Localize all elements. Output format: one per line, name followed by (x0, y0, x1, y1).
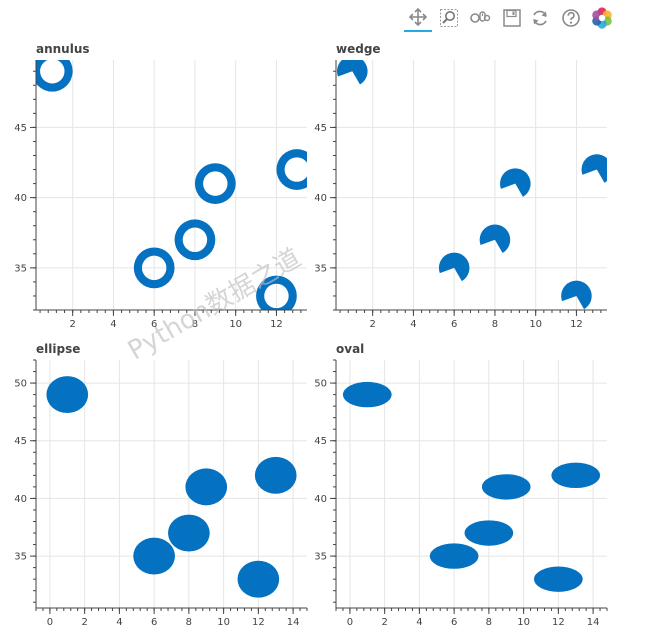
x-tick-label: 6 (451, 617, 457, 628)
subplot-annulus: annulus 2 4 6 8 10 12 35 40 45 (14, 42, 307, 330)
x-tick-label: 10 (517, 617, 530, 628)
x-tick-label: 0 (47, 617, 53, 628)
plot-title-ellipse: ellipse (36, 342, 80, 356)
box-zoom-tool[interactable] (435, 4, 463, 32)
oval-point (551, 462, 601, 489)
x-tick-label: 14 (287, 617, 300, 628)
ellipse-point (254, 456, 297, 494)
move-arrows-icon (408, 7, 428, 27)
x-tick-label: 6 (151, 617, 157, 628)
annulus-point (194, 163, 236, 204)
x-tick-label: 4 (110, 319, 116, 330)
annulus-point (256, 275, 297, 310)
y-tick-label: 50 (14, 379, 27, 390)
x-tick-label: 10 (529, 319, 542, 330)
y-tick-label: 35 (14, 263, 27, 274)
x-tick-label: 10 (229, 319, 242, 330)
y-tick-label: 45 (14, 436, 27, 447)
x-tick-label: 14 (587, 617, 600, 628)
oval-point (429, 543, 479, 569)
subplot-oval: oval 0 2 4 6 8 10 12 14 35 40 45 50 (314, 342, 608, 628)
ellipse-point (133, 537, 175, 575)
x-tick-label: 6 (151, 319, 157, 330)
y-tick-label: 40 (314, 193, 327, 204)
wedge-point (337, 60, 368, 85)
save-tool[interactable] (498, 4, 526, 32)
oval-point (342, 381, 392, 408)
oval-point (464, 520, 514, 546)
y-tick-label: 35 (314, 552, 327, 563)
x-tick-label: 8 (486, 617, 492, 628)
x-tick-label: 6 (451, 319, 457, 330)
x-tick-label: 2 (381, 617, 387, 628)
y-tick-label: 45 (314, 123, 327, 134)
ellipse-point (185, 468, 228, 506)
help-icon (562, 9, 580, 27)
x-tick-label: 2 (81, 617, 87, 628)
y-tick-label: 50 (314, 379, 327, 390)
wedge-point (438, 252, 470, 282)
y-tick-label: 40 (314, 494, 327, 505)
x-tick-label: 12 (552, 617, 565, 628)
wheel-zoom-icon (470, 11, 491, 23)
wedge-point (479, 224, 511, 254)
x-tick-label: 8 (186, 617, 192, 628)
x-tick-label: 12 (252, 617, 265, 628)
x-tick-label: 4 (116, 617, 122, 628)
x-tick-label: 12 (570, 319, 583, 330)
subplot-wedge: wedge 2 4 6 8 10 12 35 40 45 (314, 42, 607, 330)
box-zoom-icon (440, 9, 458, 27)
annulus-point (36, 60, 73, 92)
y-tick-label: 45 (14, 123, 27, 134)
glyphs-wedge (337, 60, 607, 310)
reset-icon (533, 10, 547, 26)
annulus-point (133, 247, 175, 289)
ellipse-point (46, 376, 89, 414)
x-tick-label: 12 (270, 319, 283, 330)
plot-title-wedge: wedge (336, 42, 381, 56)
ellipse-point (168, 514, 210, 552)
y-tick-label: 40 (14, 494, 27, 505)
wheel-zoom-tool[interactable] (466, 4, 494, 32)
x-tick-label: 8 (192, 319, 198, 330)
bokeh-logo-icon (592, 7, 612, 29)
plot-title-oval: oval (336, 342, 364, 356)
annulus-point (276, 149, 307, 190)
x-tick-label: 10 (217, 617, 230, 628)
reset-tool[interactable] (526, 4, 554, 32)
x-tick-label: 4 (416, 617, 422, 628)
plot-title-annulus: annulus (36, 42, 90, 56)
x-tick-label: 8 (492, 319, 498, 330)
y-tick-label: 35 (14, 552, 27, 563)
glyphs-annulus (36, 60, 307, 310)
ellipse-point (237, 560, 280, 598)
save-icon (503, 9, 521, 27)
x-tick-label: 0 (347, 617, 353, 628)
y-tick-label: 45 (314, 436, 327, 447)
oval-point (534, 566, 583, 592)
glyphs-oval (342, 381, 601, 592)
glyphs-ellipse (46, 376, 297, 598)
subplot-ellipse: ellipse 0 2 4 6 8 10 12 14 35 40 45 50 (14, 342, 308, 628)
y-tick-label: 35 (314, 263, 327, 274)
oval-point (481, 474, 531, 500)
pan-tool[interactable] (404, 4, 432, 32)
bokeh-logo[interactable] (588, 4, 616, 32)
y-tick-label: 40 (14, 193, 27, 204)
help-tool[interactable] (557, 4, 585, 32)
x-tick-label: 4 (410, 319, 416, 330)
x-tick-label: 2 (69, 319, 75, 330)
wedge-point (581, 154, 607, 183)
wedge-point (500, 168, 531, 197)
x-tick-label: 2 (369, 319, 375, 330)
wedge-point (561, 280, 592, 310)
annulus-point (174, 219, 216, 261)
toolbar (402, 4, 622, 32)
